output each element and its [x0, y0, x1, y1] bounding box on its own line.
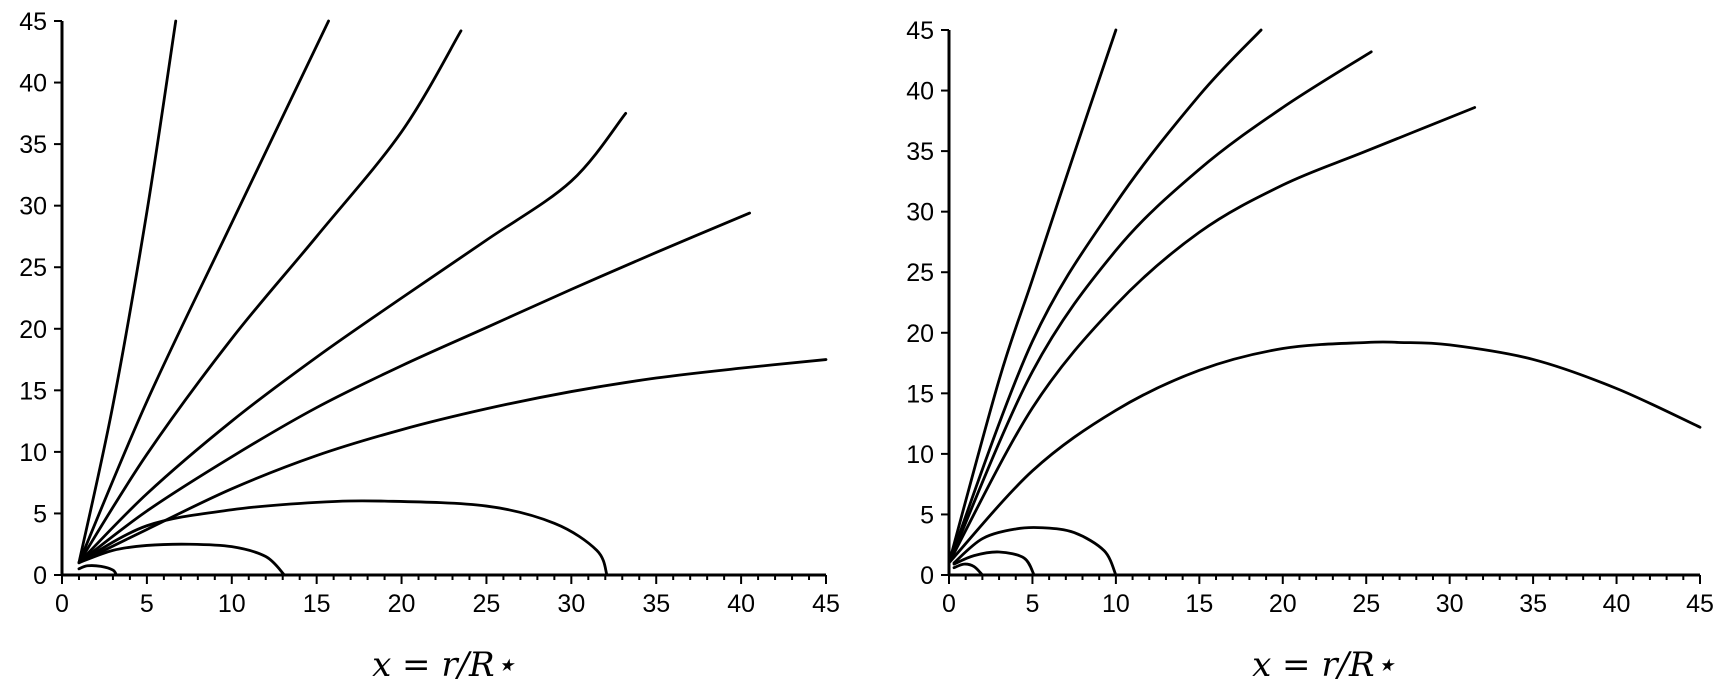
right-y-tick-label: 30: [906, 199, 934, 227]
left-x-tick-label: 45: [812, 590, 840, 618]
left-x-tick-label: 35: [642, 590, 670, 618]
right-panel-series: [947, 28, 1702, 577]
left-tick-labels: 0 5 10 15 20 25 30 35 40 45 0 5 10 15 20 25 30 35 40 45: [19, 8, 840, 618]
right-series-line-2: [952, 550, 1036, 577]
right-series-line-5: [947, 106, 1477, 565]
right-tick-labels: 0 5 10 15 20 25 30 35 40 45 0 5 10 15 20 25 30 35 40 45: [906, 17, 1714, 618]
left-y-tick-label: 45: [19, 8, 47, 36]
right-series-line-1: [952, 562, 984, 577]
left-series-line-6: [77, 111, 628, 565]
left-y-tick-label: 35: [19, 131, 47, 159]
right-y-tick-label: 15: [906, 380, 934, 408]
right-x-tick-label: 15: [1185, 590, 1213, 618]
right-x-tick-label: 25: [1352, 590, 1380, 618]
left-y-tick-label: 5: [33, 500, 47, 528]
left-series-line-5: [77, 211, 751, 565]
right-series-line-7: [947, 28, 1263, 565]
right-x-tick-label: 45: [1686, 590, 1714, 618]
right-x-tick-label: 40: [1603, 590, 1631, 618]
left-y-tick-label: 0: [33, 562, 47, 590]
left-x-tick-label: 10: [218, 590, 246, 618]
left-series-line-4: [77, 358, 828, 565]
right-panel: 0 5 10 15 20 25 30 35 40 45 0 5 10 15 20 25 30 35 40 45 x =…: [906, 17, 1714, 685]
left-series-line-2: [77, 542, 286, 577]
left-series-line-1: [77, 564, 118, 577]
left-series-line-3: [77, 499, 609, 577]
right-x-tick-label: 0: [942, 590, 956, 618]
right-y-tick-label: 5: [920, 501, 934, 529]
left-x-tick-label: 20: [388, 590, 416, 618]
left-series-line-7: [77, 29, 463, 565]
right-series-line-4: [947, 340, 1702, 565]
right-y-tick-label: 40: [906, 78, 934, 106]
left-y-tick-label: 25: [19, 254, 47, 282]
right-x-tick-label: 10: [1102, 590, 1130, 618]
left-y-tick-label: 10: [19, 439, 47, 467]
left-panel-series: [77, 19, 828, 577]
right-ticks: [941, 29, 1701, 584]
right-series-line-6: [947, 50, 1373, 565]
right-y-tick-label: 0: [920, 562, 934, 590]
right-y-tick-label: 35: [906, 138, 934, 166]
right-x-tick-label: 20: [1269, 590, 1297, 618]
right-x-axis-label: x = r/R⋆: [1252, 645, 1396, 685]
right-x-tick-label: 35: [1519, 590, 1547, 618]
right-series-line-8: [947, 28, 1118, 565]
left-x-tick-label: 0: [55, 590, 69, 618]
left-x-tick-label: 15: [303, 590, 331, 618]
left-x-tick-label: 5: [140, 590, 154, 618]
left-y-tick-label: 30: [19, 193, 47, 221]
left-y-tick-label: 40: [19, 70, 47, 98]
right-series-line-3: [952, 526, 1118, 577]
right-x-tick-label: 5: [1025, 590, 1039, 618]
left-y-tick-label: 20: [19, 316, 47, 344]
left-series-line-9: [77, 19, 178, 565]
left-x-axis-label: x = r/R⋆: [372, 645, 516, 685]
right-y-tick-label: 45: [906, 17, 934, 45]
left-series-line-8: [77, 19, 330, 565]
right-y-tick-label: 10: [906, 441, 934, 469]
left-y-tick-label: 15: [19, 377, 47, 405]
right-y-tick-label: 25: [906, 259, 934, 287]
left-ticks: [54, 20, 827, 584]
left-panel: 0 5 10 15 20 25 30 35 40 45 0 5 10 15 20 25 30 35 40 45 x =…: [19, 8, 840, 685]
left-x-tick-label: 40: [727, 590, 755, 618]
right-y-tick-label: 20: [906, 320, 934, 348]
left-x-tick-label: 25: [473, 590, 501, 618]
right-x-tick-label: 30: [1436, 590, 1464, 618]
left-x-tick-label: 30: [557, 590, 585, 618]
